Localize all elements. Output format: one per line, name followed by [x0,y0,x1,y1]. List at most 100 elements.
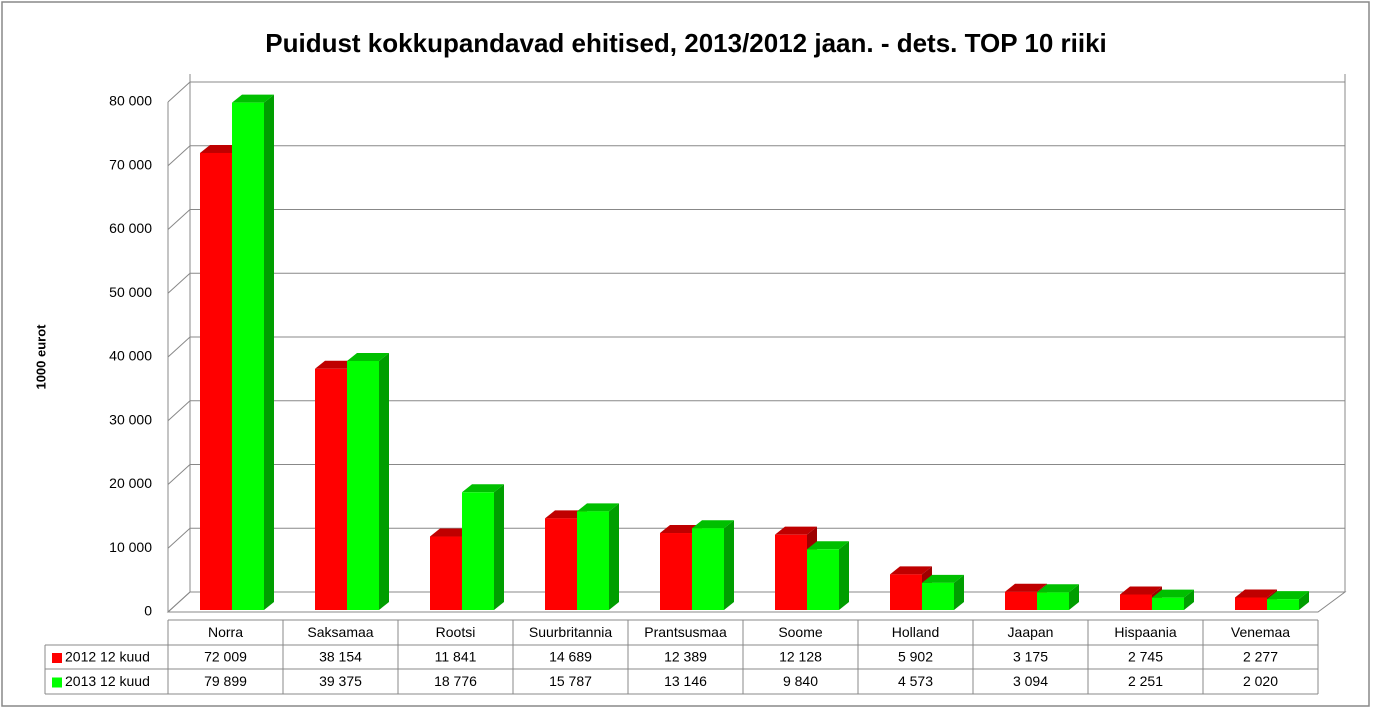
bar-front [347,360,379,610]
bar-top [1152,589,1194,598]
bar-front [1120,594,1152,610]
y-tick-label: 20 000 [109,475,152,491]
chart-title: Puidust kokkupandavad ehitised, 2013/201… [265,28,1107,58]
bar [577,503,619,610]
bar [1267,591,1309,610]
bar [462,484,504,610]
table-value: 3 175 [1013,649,1048,665]
grid-line [167,145,1345,167]
bar-front [1005,591,1037,610]
table-value: 2 745 [1128,649,1163,665]
bar-top [890,566,932,575]
bar-top [462,484,504,493]
bar-top [232,94,274,103]
bar-top [200,144,242,153]
x-tick-label: Venemaa [1231,624,1290,640]
table-value: 18 776 [434,673,477,689]
y-axis-title: 1000 eurot [33,324,48,390]
bar-top [1005,583,1047,592]
table-value: 2 251 [1128,673,1163,689]
x-tick-label: Soome [778,624,823,640]
bar-top [1120,586,1162,595]
table-value: 38 154 [319,649,362,665]
bar-top [577,503,619,512]
y-tick-label: 60 000 [109,220,152,236]
bar-top [692,520,734,529]
y-tick-label: 40 000 [109,348,152,364]
table-value: 3 094 [1013,673,1048,689]
bar [232,94,274,611]
bar-top [545,510,587,519]
x-tick-label: Norra [208,624,243,640]
table-value: 11 841 [435,649,477,665]
table-value: 4 573 [898,673,933,689]
x-tick-label: Suurbritannia [529,624,612,640]
bar-top [430,528,472,537]
table-value: 9 840 [783,673,818,689]
table-value: 2 020 [1243,673,1278,689]
legend-label: 2013 12 kuud [65,673,150,689]
table-value: 2 277 [1243,649,1278,665]
bar [692,520,734,610]
y-tick-label: 50 000 [109,284,152,300]
y-tick-label: 70 000 [109,156,152,172]
bar-front [807,549,839,610]
bar-top [1267,591,1309,600]
bar-side [264,94,274,611]
table-value: 13 146 [664,673,707,689]
bar-front [692,528,724,610]
x-tick-label: Hispaania [1114,624,1176,640]
table-value: 5 902 [898,649,933,665]
bar-front [577,511,609,610]
bar-top [1037,584,1079,593]
bar-top [1235,589,1277,598]
legend-key [52,653,62,663]
y-tick-label: 0 [144,603,152,619]
bar-front [232,102,264,611]
bar-top [775,526,817,535]
grid-line [167,272,1345,294]
bar-front [1235,597,1267,610]
x-tick-label: Jaapan [1008,624,1054,640]
bar [807,541,849,610]
table-value: 79 899 [204,673,247,689]
x-tick-label: Rootsi [436,624,476,640]
bar [347,352,389,610]
bar-side [379,352,389,610]
bar [1152,589,1194,610]
bar-side [1184,589,1194,610]
table-value: 39 375 [319,673,362,689]
bar [922,574,964,610]
grid-line [167,209,1345,230]
bar-top [660,525,702,534]
bar-front [1267,599,1299,610]
table-value: 14 689 [549,649,592,665]
bar-front [545,518,577,610]
bar-side [1069,584,1079,610]
bar-front [200,152,232,610]
bar-front [890,574,922,610]
bar-side [724,520,734,610]
bar-top [347,352,389,361]
table-value: 12 389 [664,649,707,665]
bar [1037,584,1079,610]
bar-front [1152,597,1184,610]
grid-line [167,464,1345,485]
y-tick-label: 30 000 [109,411,152,427]
table-value: 12 128 [779,649,822,665]
bar-top [807,541,849,550]
bar-top [315,360,357,369]
bar-side [1299,591,1309,610]
grid-line [167,336,1345,358]
bar-front [430,536,462,610]
bar-side [839,541,849,610]
table-value: 72 009 [204,649,247,665]
bar-front [922,582,954,610]
grid-line [167,400,1345,422]
grid-line [167,527,1345,549]
bar-top [922,574,964,583]
bar-front [315,368,347,610]
floor [166,591,1347,613]
legend-label: 2012 12 kuud [65,649,150,665]
bar-front [775,534,807,610]
